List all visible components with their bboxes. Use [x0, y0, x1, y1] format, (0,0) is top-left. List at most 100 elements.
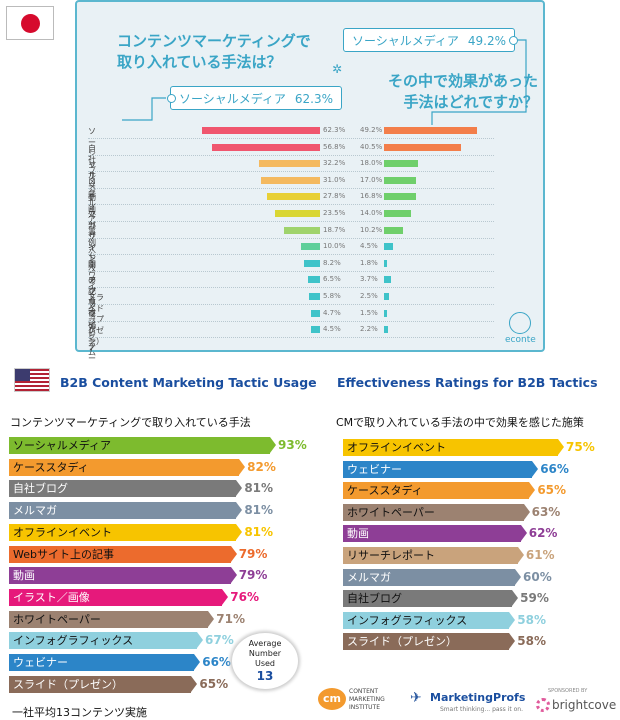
japan-usage-bar: [307, 276, 320, 284]
japan-effect-value: 10.2%: [360, 225, 383, 234]
tactic-label: ソーシャルメディア: [13, 439, 112, 452]
tactic-value: 81%: [244, 503, 274, 518]
japan-usage-bar: [301, 243, 320, 251]
econte-brand: econte: [505, 335, 536, 345]
japan-category-label: メールマガジン: [88, 176, 96, 252]
tactic-bar: オフラインイベント: [343, 439, 564, 456]
tactic-value: 75%: [566, 440, 595, 454]
japan-effect-value: 1.5%: [360, 308, 378, 317]
tactic-value: 67%: [205, 633, 234, 648]
tactic-value: 66%: [202, 655, 231, 669]
bar-arrow-tip: [517, 547, 524, 563]
tactic-label: 自社ブログ: [13, 482, 68, 496]
japan-category-label: ソーシャルメディア: [88, 127, 96, 224]
japan-row-divider: [88, 221, 494, 222]
japan-effect-bar: [384, 326, 389, 334]
japan-tag-right: ソーシャルメディア 49.2%: [343, 28, 518, 52]
tactic-bar: インフォグラフィックス: [343, 611, 516, 629]
tactic-label: オフラインイベント: [13, 525, 112, 539]
japan-row-divider: [88, 337, 494, 339]
japan-row-divider: [88, 270, 494, 272]
japan-category-label: ウェビナー: [88, 309, 96, 363]
japan-usage-value: 10.0%: [323, 242, 346, 251]
japan-effect-value: 2.5%: [360, 292, 378, 300]
tactic-value: 65%: [537, 483, 567, 498]
tactic-label: ホワイトペーパー: [13, 612, 101, 626]
brightcove-logo: brightcove: [552, 698, 617, 712]
tactic-label: オフラインイベント: [347, 441, 446, 454]
tactic-bar: イラスト／画像: [9, 588, 229, 606]
tactic-bar: ウェビナー: [343, 460, 539, 478]
bar-arrow-tip: [529, 482, 536, 499]
japan-usage-bar: [311, 326, 320, 334]
bar-arrow-tip: [230, 567, 237, 584]
japan-usage-value: 6.5%: [323, 275, 341, 284]
tactic-value: 58%: [517, 634, 546, 649]
tactic-value: 62%: [528, 526, 558, 541]
japan-usage-value: 4.7%: [323, 308, 341, 317]
japan-effect-value: 40.5%: [360, 142, 383, 151]
tactic-bar: ウェビナー: [9, 654, 201, 671]
tactic-bar: ソーシャルメディア: [9, 437, 276, 454]
japan-effect-value: 1.8%: [360, 258, 378, 267]
tactic-bar: Webサイト上の記事: [9, 545, 237, 563]
marketingprofs-tagline: Smart thinking... pass it on.: [440, 706, 524, 713]
cmi-logo-text: CONTENT MARKETING INSTITUTE: [349, 688, 385, 711]
japan-usage-bar: [284, 226, 320, 234]
sponsored-label: SPONSORED BY: [548, 688, 588, 694]
japan-effect-bar: [384, 210, 411, 217]
japan-usage-bar: [304, 259, 320, 267]
tactic-bar: スライド（プレゼン）: [9, 675, 198, 693]
us-flag-icon: [14, 368, 50, 392]
tactic-bar: メルマガ: [9, 502, 243, 520]
japan-flag-icon: [6, 6, 54, 40]
japan-question-right: その中で効果があった 手法はどれですか？: [388, 72, 539, 111]
japan-effect-bar: [384, 127, 478, 134]
tactic-bar: ケーススタディ: [9, 458, 246, 476]
japan-row-divider: [88, 254, 494, 256]
japan-row-divider: [88, 237, 494, 239]
japan-row-divider: [88, 320, 494, 322]
japan-effect-value: 18.0%: [360, 159, 383, 168]
econte-logo-icon: [509, 312, 531, 334]
tactic-bar: リサーチレポート: [343, 547, 524, 564]
tactic-bar: ホワイトペーパー: [9, 610, 215, 628]
bar-arrow-tip: [222, 588, 229, 605]
bar-arrow-tip: [558, 439, 564, 455]
japan-usage-value: 5.8%: [323, 292, 341, 300]
bar-arrow-tip: [509, 633, 516, 650]
japan-usage-value: 18.7%: [323, 225, 346, 234]
tactic-bar: インフォグラフィックス: [9, 632, 204, 650]
tactic-label: スライド（プレゼン）: [13, 677, 123, 691]
japan-category-label: 自社ブログ: [88, 143, 96, 197]
japan-category-label: リサーチ: [88, 160, 96, 203]
japan-usage-value: 56.8%: [323, 142, 346, 151]
tactic-value: 79%: [238, 568, 268, 583]
tactic-label: インフォグラフィックス: [347, 613, 468, 627]
japan-usage-bar: [275, 210, 320, 217]
tactic-bar: 自社ブログ: [343, 590, 519, 608]
tactic-value: 61%: [525, 548, 555, 562]
tactic-label: 自社ブログ: [347, 592, 402, 606]
sparkle-icon: ✲: [332, 62, 343, 76]
tactic-label: イラスト／画像: [13, 590, 90, 604]
tactic-bar: 動画: [343, 525, 527, 543]
japan-effect-value: 17.0%: [360, 175, 383, 184]
japan-effect-bar: [384, 243, 393, 251]
left-chart-subtitle: コンテンツマーケティングで取り入れている手法: [10, 416, 251, 429]
bar-arrow-tip: [532, 460, 539, 477]
tactic-value: 93%: [278, 438, 307, 452]
japan-effect-value: 49.2%: [360, 126, 383, 134]
japan-effect-bar: [384, 293, 389, 300]
bar-arrow-tip: [236, 523, 243, 540]
tactic-label: ケーススタディ: [13, 460, 89, 474]
tactic-label: ケーススタディ: [347, 484, 423, 498]
japan-effect-bar: [384, 176, 417, 184]
japan-category-label: インフォグラフィック: [88, 243, 96, 352]
japan-effect-bar: [384, 160, 419, 168]
japan-usage-value: 23.5%: [323, 209, 346, 217]
marketingprofs-bird-icon: ✈: [410, 690, 422, 706]
tactic-label: メルマガ: [13, 504, 57, 518]
tactic-bar: ケーススタディ: [343, 482, 536, 500]
japan-effect-value: 2.2%: [360, 325, 378, 334]
